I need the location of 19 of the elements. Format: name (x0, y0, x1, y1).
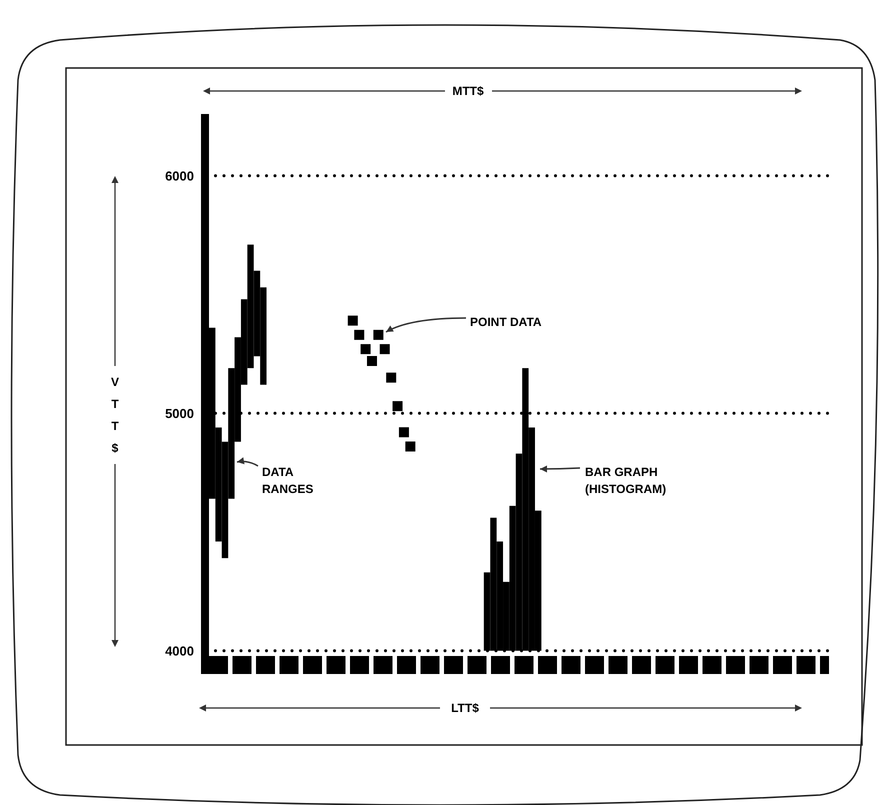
y-axis-title: VTT$ (110, 375, 120, 456)
point (386, 372, 396, 383)
point (360, 344, 371, 354)
point (398, 427, 409, 438)
y-tick-label: 6000 (165, 168, 194, 184)
point (405, 442, 416, 452)
y-tick-label: 5000 (165, 406, 194, 421)
annotation: BAR GRAPH (HISTOGRAM) (585, 465, 666, 496)
annotation: POINT DATA (470, 315, 542, 330)
point (354, 330, 364, 340)
x-axis-title: LTT$ (451, 701, 480, 716)
point (392, 401, 403, 412)
point (348, 316, 358, 326)
y-tick-label: 4000 (165, 643, 194, 658)
chart-title: MTT$ (452, 84, 484, 98)
annotation: DATA RANGES (262, 465, 314, 496)
point (380, 344, 390, 354)
point (373, 330, 384, 340)
point (366, 356, 377, 366)
